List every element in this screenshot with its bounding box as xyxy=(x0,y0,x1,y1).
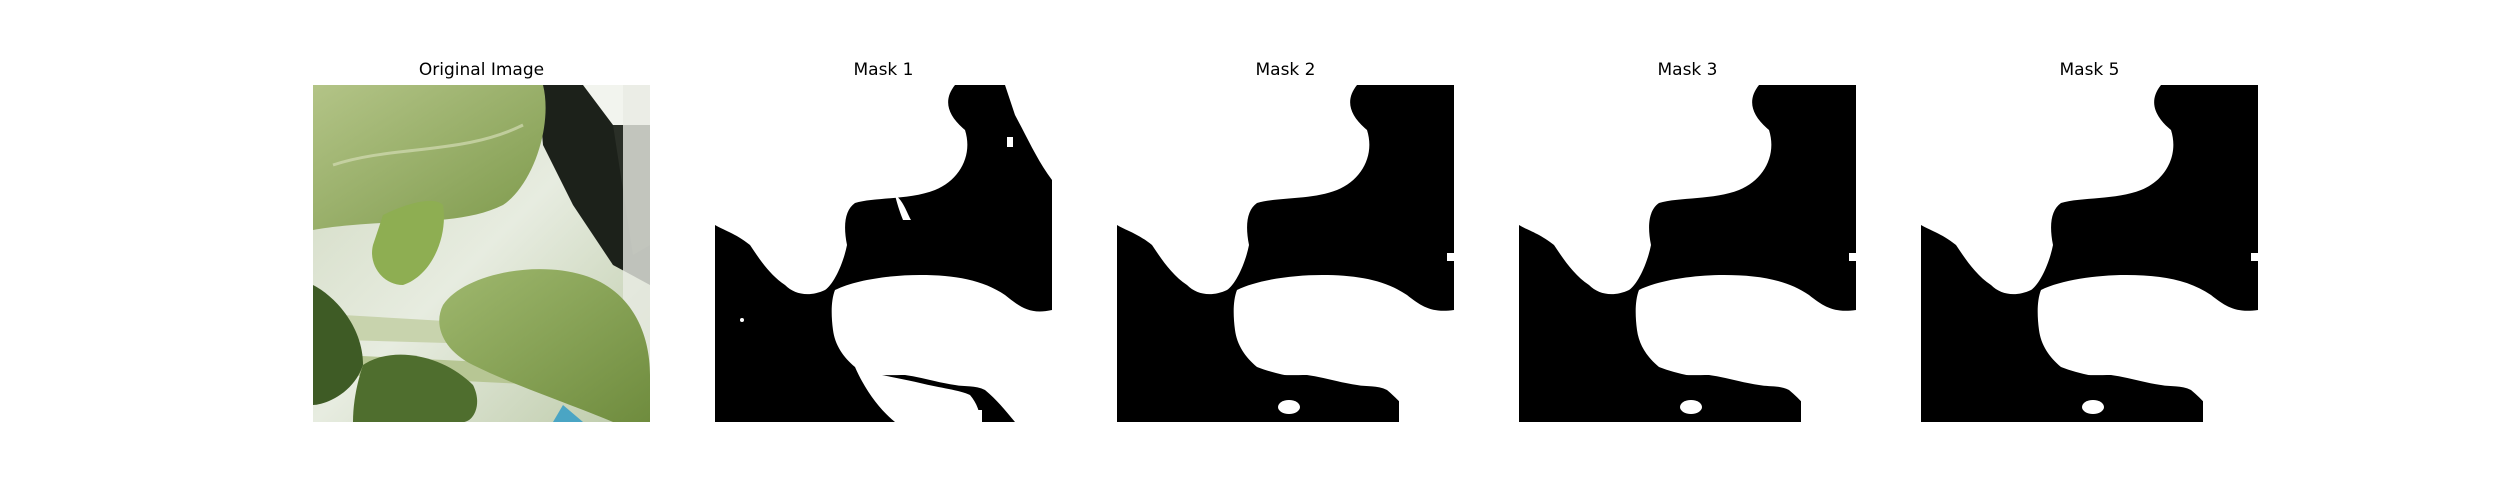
panel-original-image: Original Image xyxy=(309,55,654,422)
panel-mask-5: Mask 5 xyxy=(1917,55,2262,422)
mask-1-image xyxy=(715,85,1052,422)
panel-title: Mask 1 xyxy=(853,60,914,80)
mask-3-image xyxy=(1519,85,1856,422)
panel-mask-3: Mask 3 xyxy=(1515,55,1860,422)
mask-5-image xyxy=(1921,85,2258,422)
panel-title: Mask 5 xyxy=(2059,60,2120,80)
mask-2-image xyxy=(1117,85,1454,422)
panel-title: Mask 3 xyxy=(1657,60,1718,80)
panel-title: Mask 2 xyxy=(1255,60,1316,80)
panel-mask-2: Mask 2 xyxy=(1113,55,1458,422)
panel-title: Original Image xyxy=(418,60,545,80)
original-image xyxy=(313,85,650,422)
panel-mask-1: Mask 1 xyxy=(711,55,1056,422)
